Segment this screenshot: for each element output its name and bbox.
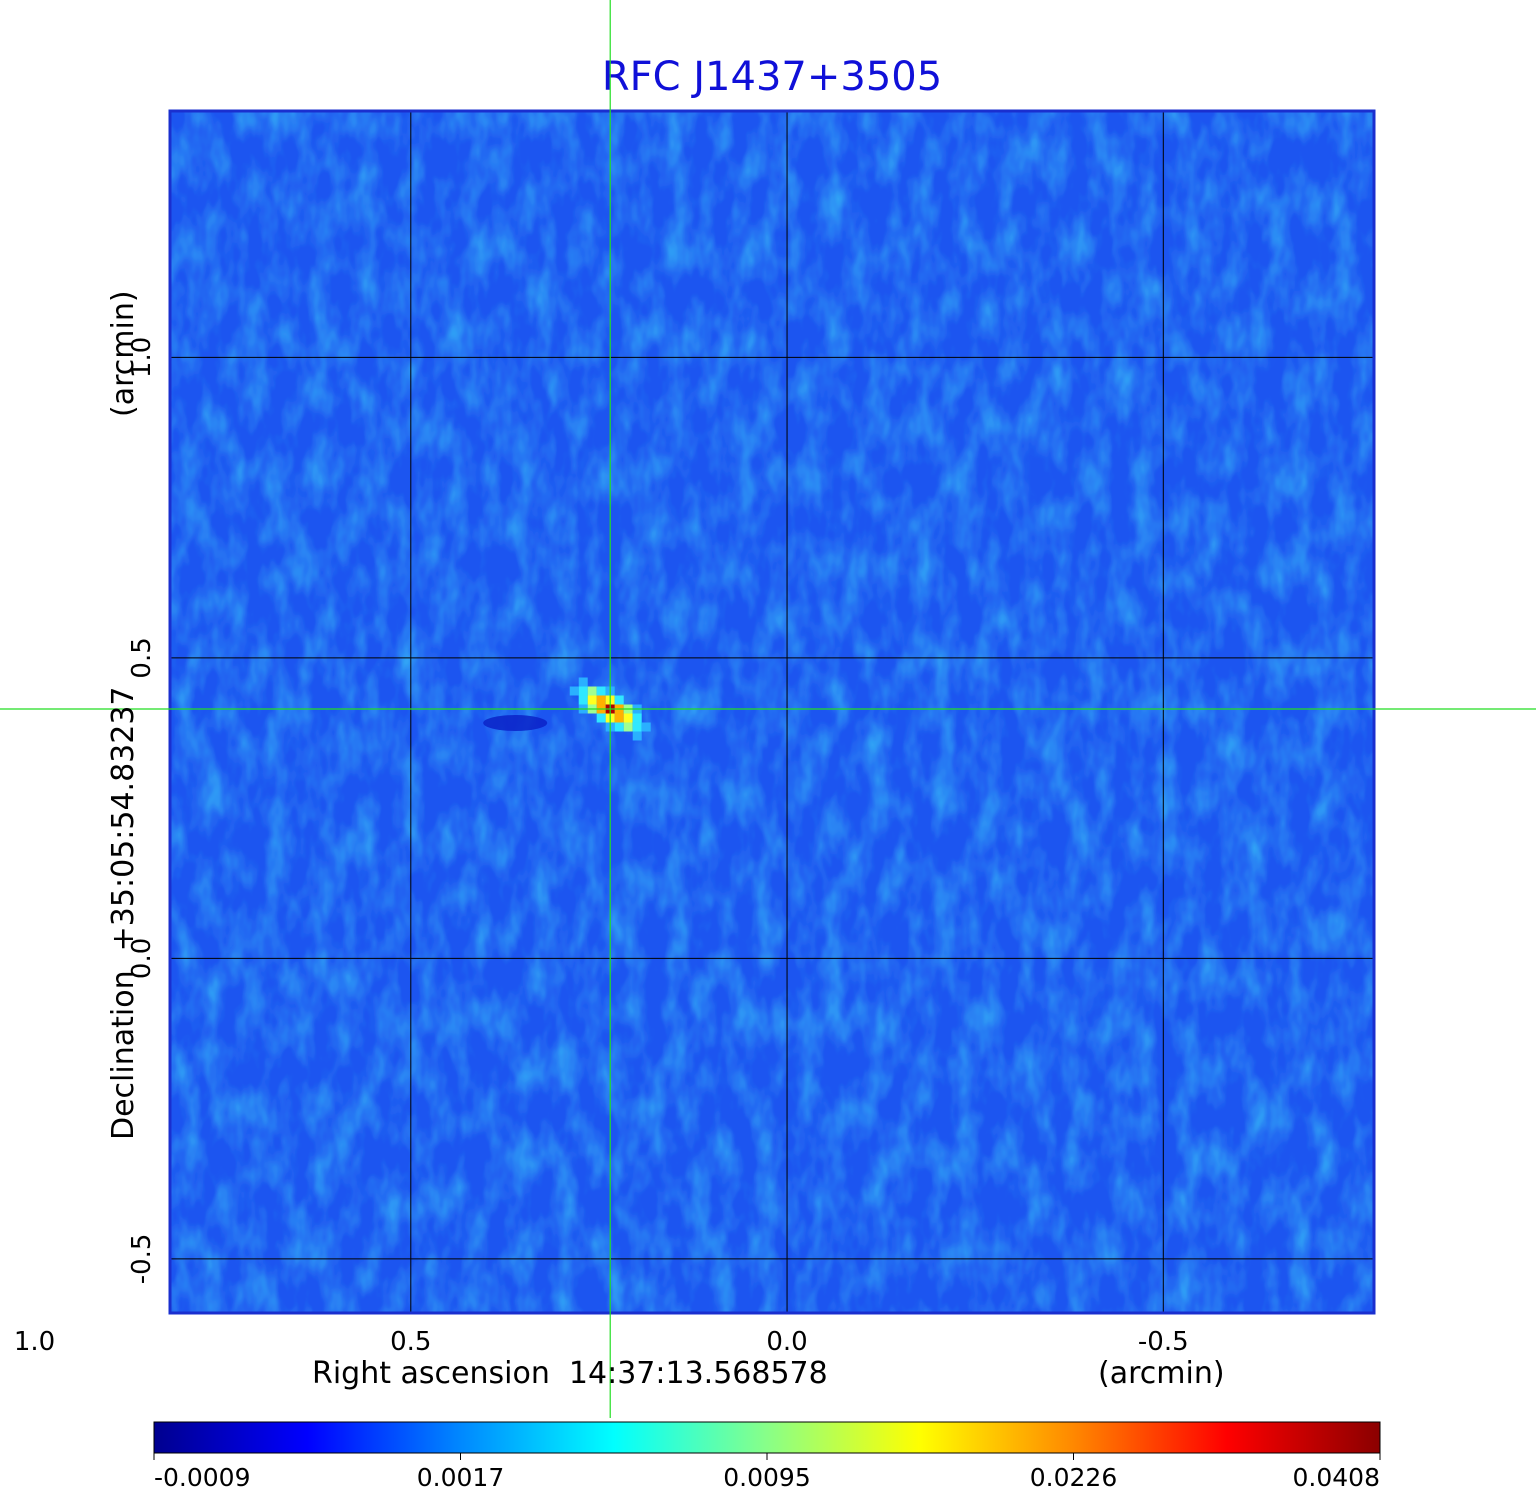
source-pixel xyxy=(596,713,606,723)
source-pixel xyxy=(632,731,642,741)
source-pixel xyxy=(614,695,624,705)
x-axis-label: Right ascension 14:37:13.568578 xyxy=(312,1356,828,1391)
y-tick-label: -0.5 xyxy=(127,1234,157,1285)
colorbar xyxy=(153,1421,1381,1454)
grid-lines xyxy=(170,111,1374,1313)
source-pixel xyxy=(614,722,624,732)
negative-lobe xyxy=(483,714,548,731)
y-tick-labels: -0.5 0.0 0.5 1.0 xyxy=(127,337,157,1285)
plot-frame xyxy=(168,109,1376,1315)
colorbar-label: 0.0017 xyxy=(417,1463,504,1492)
y-tick-label: 0.5 xyxy=(127,637,157,678)
colorbar-label: 0.0095 xyxy=(723,1463,810,1492)
source-pixel xyxy=(641,722,651,732)
sky-image xyxy=(170,111,1374,1313)
source-pixel xyxy=(578,677,588,687)
colorbar-ticks xyxy=(153,1453,1381,1460)
source-pixel xyxy=(578,686,588,696)
y-axis-unit: (arcmin) xyxy=(106,290,141,417)
source-pixel xyxy=(596,686,606,696)
y-axis-label: Declination +35:05:54.83237 xyxy=(106,686,141,1140)
image-background xyxy=(170,111,1374,1313)
y-tick-label: 1.0 xyxy=(127,337,157,378)
source-pixel xyxy=(587,695,597,705)
colorbar-label: 0.0408 xyxy=(1293,1463,1380,1492)
colorbar-labels: -0.0009 0.0017 0.0095 0.0226 0.0408 xyxy=(154,1463,1380,1492)
source-pixel xyxy=(578,695,588,705)
source-pixel xyxy=(623,722,633,732)
colorbar-label: -0.0009 xyxy=(154,1463,251,1492)
source-pixel xyxy=(596,695,606,705)
source-pixel xyxy=(632,722,642,732)
y-tick-label: 0.0 xyxy=(127,938,157,979)
x-axis-unit: (arcmin) xyxy=(1098,1356,1225,1391)
x-tick-label: 1.0 xyxy=(14,1327,55,1357)
chart-title: RFC J1437+3505 xyxy=(602,54,942,100)
source-pixel xyxy=(587,686,597,696)
source-pixel xyxy=(623,713,633,723)
x-tick-labels: 1.0 0.5 0.0 -0.5 xyxy=(14,1327,1189,1357)
colorbar-label: 0.0226 xyxy=(1030,1463,1117,1492)
source-pixel xyxy=(632,713,642,723)
source-pixel xyxy=(614,713,624,723)
source-pixel xyxy=(569,686,579,696)
x-tick-label: -0.5 xyxy=(1138,1327,1189,1357)
x-tick-label: 0.0 xyxy=(766,1327,807,1357)
x-tick-label: 0.5 xyxy=(390,1327,431,1357)
